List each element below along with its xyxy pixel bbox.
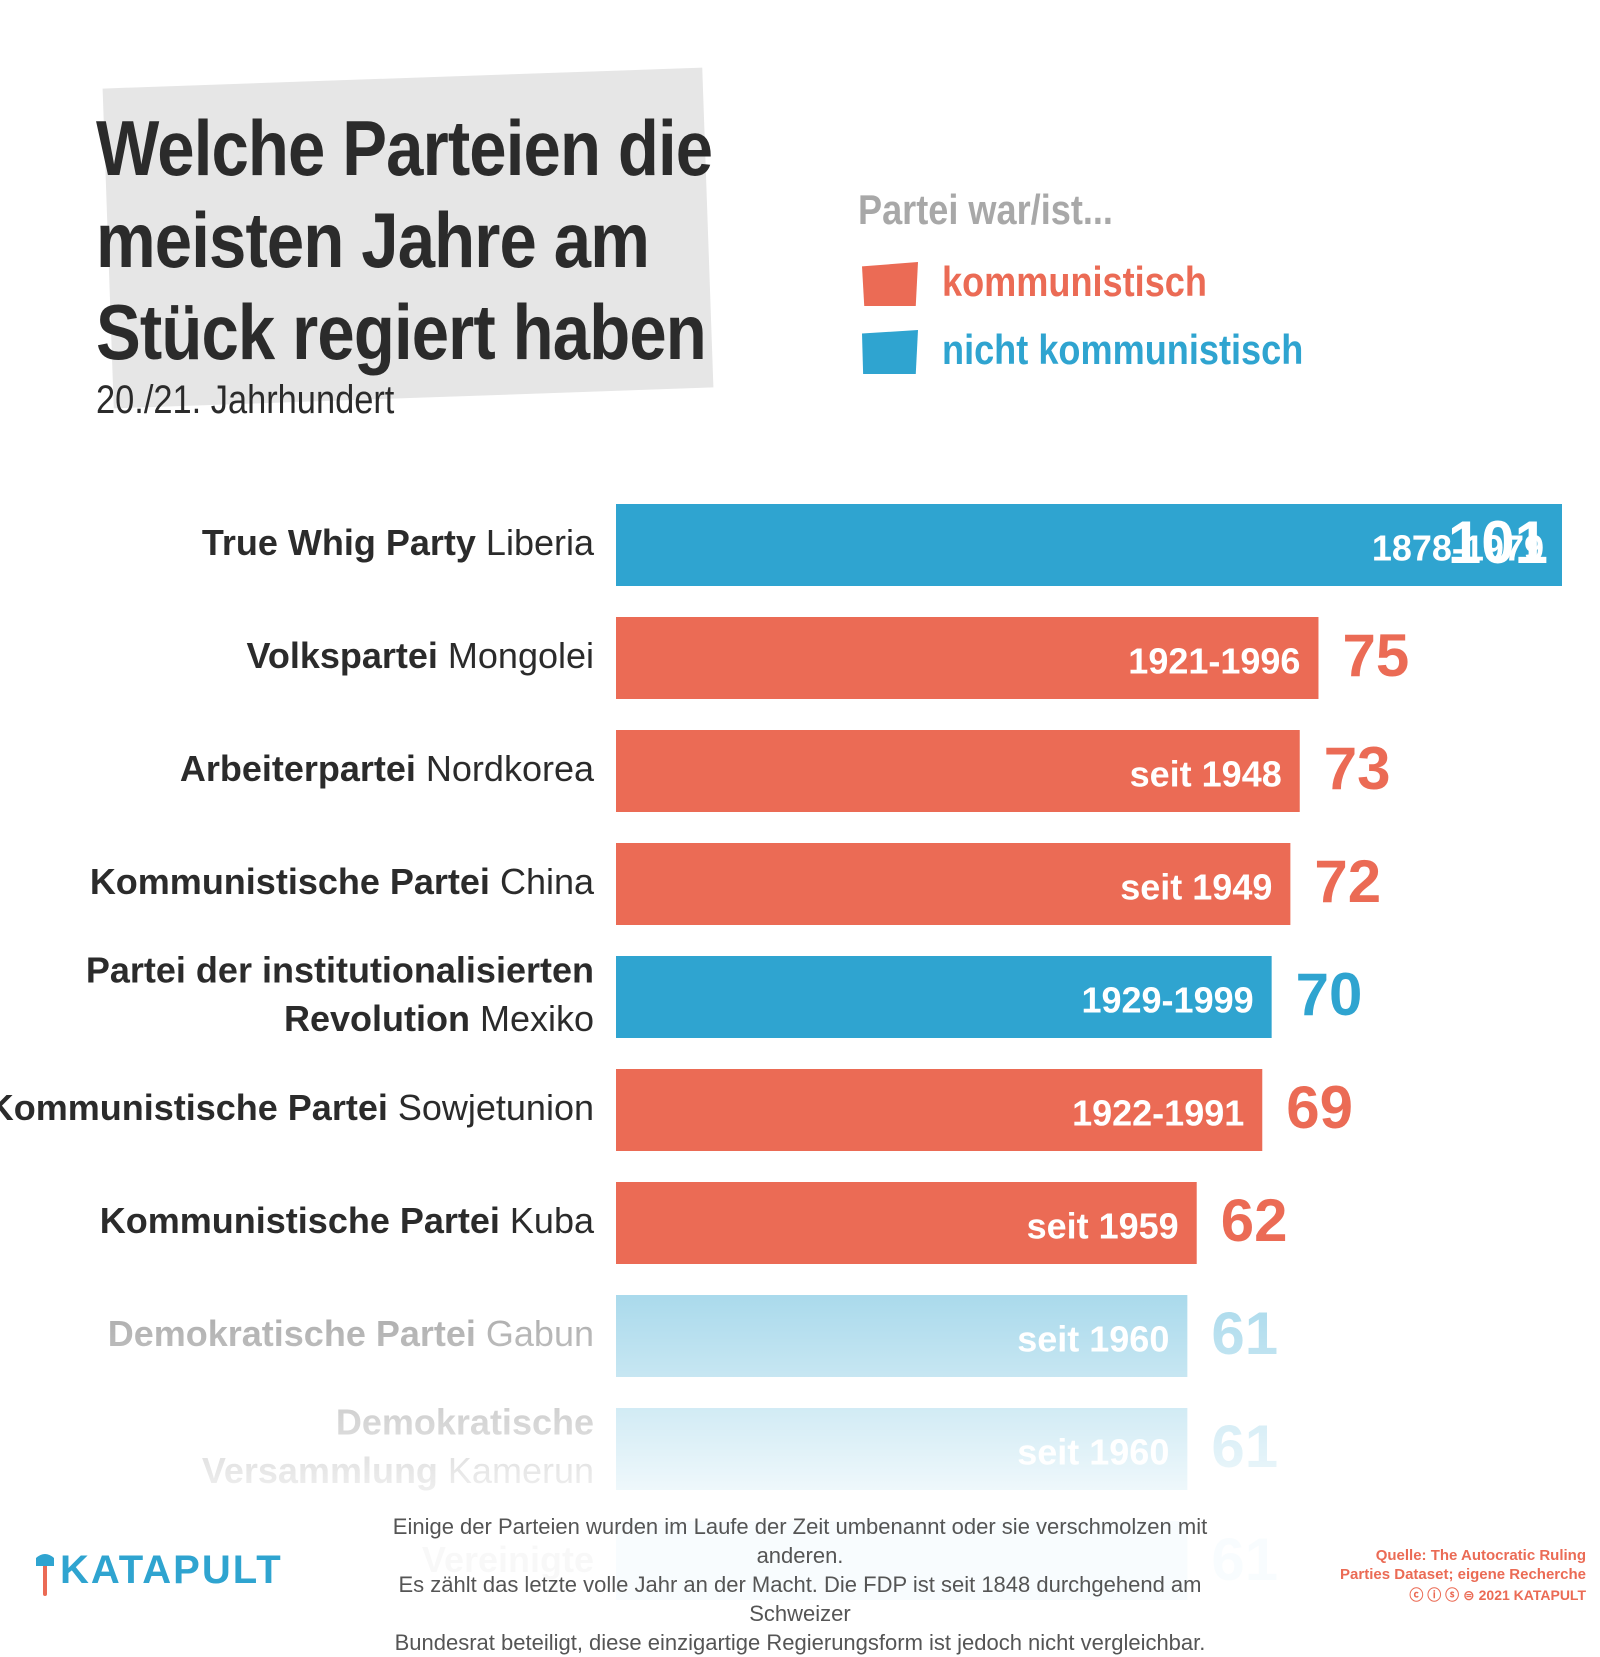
catapult-icon: [36, 1554, 54, 1596]
row-country-5: Mexiko: [470, 998, 594, 1039]
source-note: Quelle: The Autocratic Ruling Parties Da…: [1340, 1547, 1586, 1583]
bar-3: [616, 730, 1300, 812]
bottom-fade-overlay: [0, 1270, 1600, 1600]
bar-value-label-3: 73: [1324, 735, 1391, 802]
row-label-6: Kommunistische Partei Sowjetunion: [0, 1087, 594, 1128]
row-country-7: Kuba: [500, 1200, 595, 1241]
bar-value-label-2: 75: [1342, 622, 1409, 689]
row-country-2: Mongolei: [438, 635, 594, 676]
row-label-5: Revolution Mexiko: [284, 998, 594, 1039]
page-title: Welche Parteien die meisten Jahre am Stü…: [96, 104, 713, 376]
bar-period-label-4: seit 1949: [1120, 867, 1272, 908]
bar-period-label-1: 1878-1979: [1372, 528, 1544, 569]
row-party-4: Kommunistische Partei: [90, 861, 490, 902]
row-party-5: Revolution: [284, 998, 470, 1039]
page-subtitle: 20./21. Jahrhundert: [96, 378, 395, 422]
bar-value-label-5: 70: [1296, 961, 1363, 1028]
bar-value-label-1: 101: [1448, 509, 1548, 576]
legend-label-communist: kommunistisch: [942, 258, 1207, 305]
bar-2: [616, 617, 1319, 699]
row-label-3: Arbeiterpartei Nordkorea: [180, 748, 595, 789]
legend-swatch-communist: [862, 262, 918, 306]
legend-label-non-communist: nicht kommunistisch: [942, 326, 1304, 373]
bar-period-label-6: 1922-1991: [1072, 1093, 1244, 1134]
bar-value-label-7: 62: [1221, 1187, 1288, 1254]
bar-value-label-6: 69: [1286, 1074, 1353, 1141]
row-label-line1-5: Partei der institutionalisierten: [86, 950, 594, 991]
row-party-6: Kommunistische Partei: [0, 1087, 388, 1128]
footnote: Einige der Parteien wurden im Laufe der …: [392, 1514, 1208, 1655]
bar-period-label-5: 1929-1999: [1081, 980, 1253, 1021]
bar-6: [616, 1069, 1263, 1151]
row-country-3: Nordkorea: [416, 748, 595, 789]
bar-7: [616, 1182, 1197, 1264]
row-party-3: Arbeiterpartei: [180, 748, 416, 789]
bar-5: [616, 956, 1272, 1038]
bar-period-label-7: seit 1959: [1027, 1206, 1179, 1247]
row-country-4: China: [490, 861, 595, 902]
copyright: 2021 KATAPULT: [1478, 1587, 1586, 1603]
brand-name: KATAPULT: [60, 1548, 283, 1592]
legend-title: Partei war/ist...: [858, 186, 1113, 233]
bar-period-label-2: 1921-1996: [1128, 641, 1300, 682]
row-party-7: Kommunistische Partei: [100, 1200, 500, 1241]
bar-period-label-3: seit 1948: [1130, 754, 1282, 795]
row-party-1: True Whig Party: [202, 522, 476, 563]
license-icons: ⓒ ⓘ ⓢ ⊜: [1409, 1587, 1479, 1603]
bar-1: [616, 504, 1562, 586]
row-country-1: Liberia: [476, 522, 595, 563]
row-label-1: True Whig Party Liberia: [202, 522, 595, 563]
row-label-7: Kommunistische Partei Kuba: [100, 1200, 595, 1241]
row-label-4: Kommunistische Partei China: [90, 861, 595, 902]
row-country-6: Sowjetunion: [388, 1087, 594, 1128]
row-label-2: Volkspartei Mongolei: [246, 635, 594, 676]
row-party-2: Volkspartei: [246, 635, 437, 676]
license-line: ⓒ ⓘ ⓢ ⊜ 2021 KATAPULT: [1409, 1585, 1586, 1605]
legend-swatch-non-communist: [862, 330, 918, 374]
bar-4: [616, 843, 1291, 925]
bar-value-label-4: 72: [1314, 848, 1381, 915]
